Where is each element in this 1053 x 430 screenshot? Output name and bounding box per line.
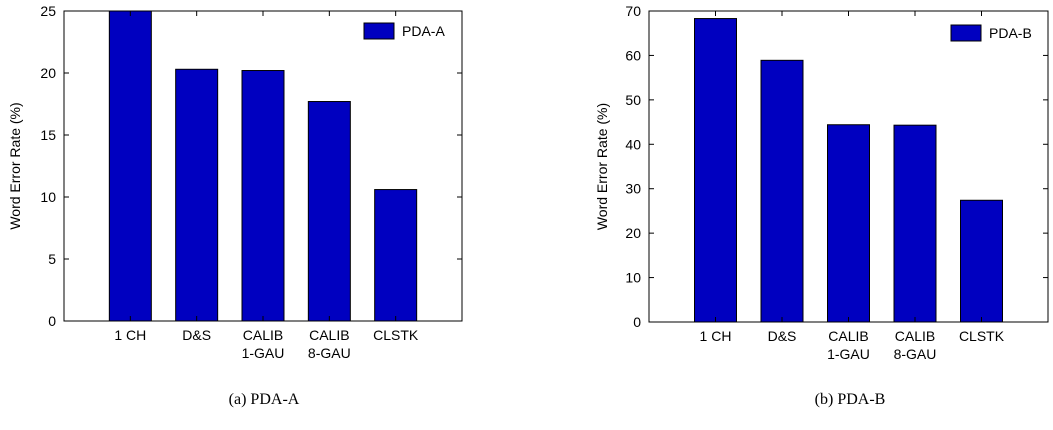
x-tick-label: CALIB — [828, 328, 868, 344]
legend-swatch — [950, 24, 982, 42]
x-tick-label: D&S — [768, 328, 797, 344]
bar-3 — [307, 101, 351, 322]
y-tick-label: 30 — [625, 181, 641, 197]
bar-1 — [175, 68, 219, 322]
bar-2 — [241, 70, 285, 322]
y-tick-label: 0 — [633, 314, 641, 330]
bar-0 — [108, 10, 152, 322]
legend-swatch — [363, 22, 395, 40]
y-tick-label: 10 — [625, 270, 641, 286]
y-tick-label: 25 — [40, 3, 56, 19]
legend: PDA-A — [363, 22, 445, 40]
x-tick-label: 1-GAU — [242, 345, 285, 361]
x-tick-label: CALIB — [243, 327, 283, 343]
y-tick-label: 0 — [48, 313, 56, 329]
bar-3 — [893, 124, 937, 323]
x-tick-label: 8-GAU — [894, 346, 937, 362]
bar-2 — [827, 124, 870, 323]
chart-a: 0 5 10 15 20 25 1 CH D&S CALIB 1-GAU CALIB 8-GAU CLS… — [7, 3, 463, 408]
x-tick-label: CALIB — [309, 327, 349, 343]
y-tick-label: 60 — [625, 47, 641, 63]
legend: PDA-B — [950, 24, 1032, 42]
y-axis-label: Word Error Rate (%) — [594, 103, 610, 230]
bar-1 — [760, 59, 804, 323]
x-tick-label: D&S — [182, 327, 211, 343]
bar-0 — [694, 18, 737, 323]
figure-caption: (a) PDA-A — [229, 391, 300, 408]
y-tick-label: 10 — [40, 189, 56, 205]
y-tick-label: 20 — [40, 65, 56, 81]
x-tick-label: 1 CH — [114, 327, 146, 343]
x-tick-label: 1 CH — [700, 328, 732, 344]
x-tick-label: CLSTK — [373, 327, 419, 343]
x-tick-label: CALIB — [895, 328, 935, 344]
chart-b: 0 10 20 30 40 50 60 70 1 CH D&S CALIB 1-GAU CALIB 8-G… — [594, 3, 1049, 408]
figure-caption: (b) PDA-B — [815, 391, 886, 408]
y-tick-label: 70 — [625, 3, 641, 19]
legend-label: PDA-B — [989, 25, 1032, 41]
y-tick-label: 15 — [40, 127, 56, 143]
x-tick-label: CLSTK — [959, 328, 1005, 344]
y-tick-label: 20 — [625, 225, 641, 241]
x-tick-label: 1-GAU — [827, 346, 870, 362]
legend-label: PDA-A — [402, 23, 445, 39]
bar-4 — [960, 199, 1003, 323]
bar-4 — [374, 189, 418, 322]
y-axis-label: Word Error Rate (%) — [7, 102, 23, 229]
y-tick-label: 50 — [625, 92, 641, 108]
x-tick-label: 8-GAU — [308, 345, 351, 361]
y-tick-label: 5 — [48, 251, 56, 267]
y-tick-label: 40 — [625, 136, 641, 152]
